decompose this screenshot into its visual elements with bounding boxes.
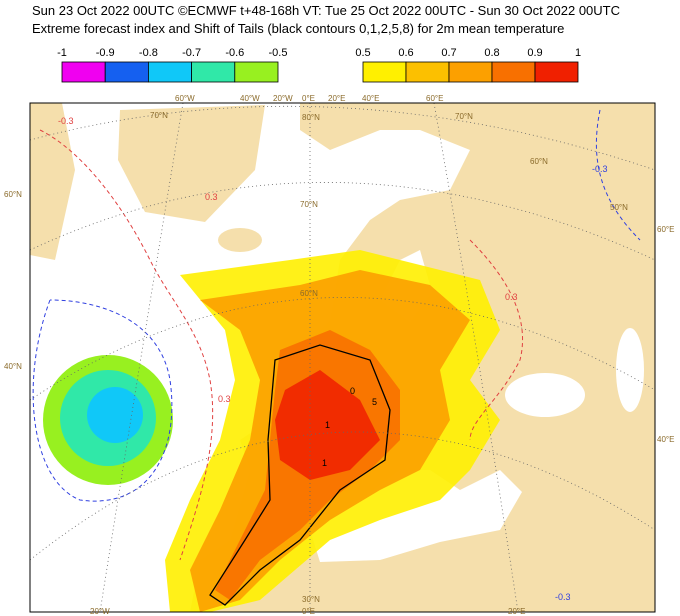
sea: [505, 373, 585, 417]
legend-label: 0.6: [398, 47, 413, 59]
legend-swatch: [448, 61, 493, 83]
legend-swatch: [147, 61, 192, 83]
efi-area: [87, 387, 143, 443]
legend-label: -0.9: [96, 47, 115, 59]
sea: [616, 328, 644, 412]
contour-label: 0.3: [205, 192, 218, 202]
legend-swatch: [534, 61, 579, 83]
lon-label: 60°E: [657, 225, 674, 234]
lon-label: 60°W: [175, 94, 195, 103]
lat-label: 60°N: [4, 190, 22, 199]
legend-label: -0.8: [139, 47, 158, 59]
legend: -1 -0.9 -0.8 -0.7 -0.6 -0.5 0.5 0.6 0.7 0.8 0.9 1: [57, 47, 581, 83]
contour-label: 1: [322, 458, 327, 468]
map: [30, 103, 655, 612]
legend-swatch: [491, 61, 536, 83]
land: [218, 228, 262, 252]
contour-label: 1: [325, 420, 330, 430]
legend-label: -1: [57, 47, 67, 59]
header-line: Sun 23 Oct 2022 00UTC ©ECMWF t+48-168h V…: [32, 3, 620, 18]
contour-label: 0.3: [505, 292, 518, 302]
legend-swatch: [405, 61, 450, 83]
efi-contour: [595, 109, 641, 241]
lat-label: 60°N: [530, 157, 548, 166]
lat-label: 70°N: [455, 112, 473, 121]
legend-label: 1: [575, 47, 581, 59]
legend-label: -0.6: [225, 47, 244, 59]
map-frame: [29, 102, 656, 613]
lon-label: 20°W: [273, 94, 293, 103]
lat-label: 30°N: [302, 595, 320, 604]
contour-label: -0.3: [58, 116, 74, 126]
legend-swatch: [104, 61, 149, 83]
lat-label: 70°N: [150, 111, 168, 120]
lat-label: 60°N: [300, 289, 318, 298]
contour-label: 5: [372, 397, 377, 407]
legend-label: 0.8: [484, 47, 499, 59]
legend-label: -0.7: [182, 47, 201, 59]
legend-swatch: [61, 61, 106, 83]
legend-label: -0.5: [269, 47, 288, 59]
lon-label: 20°E: [508, 607, 525, 616]
lat-label: 40°N: [4, 362, 22, 371]
sot-contour: [209, 344, 391, 606]
efi-area: [275, 370, 380, 480]
lon-label: 0°E: [302, 94, 315, 103]
lon-label: 60°E: [426, 94, 443, 103]
contour-label: 0: [350, 386, 355, 396]
lat-label: 80°N: [302, 113, 320, 122]
contour-label: -0.3: [555, 592, 571, 602]
legend-swatch: [362, 61, 407, 83]
header-line: Extreme forecast index and Shift of Tail…: [32, 21, 564, 36]
lon-label: 20°E: [328, 94, 345, 103]
legend-label: 0.5: [355, 47, 370, 59]
land: [118, 105, 265, 222]
grid-line: [30, 297, 655, 401]
efi-contour: [32, 299, 173, 502]
lat-label: 40°E: [657, 435, 674, 444]
contour-label: 0.3: [218, 394, 231, 404]
legend-swatch: [234, 61, 279, 83]
lon-label: 40°W: [240, 94, 260, 103]
grid-line: [30, 182, 655, 261]
legend-label: 0.7: [441, 47, 456, 59]
legend-swatch: [191, 61, 236, 83]
contour-label: -0.3: [592, 164, 608, 174]
efi-contour: [39, 129, 214, 561]
sea: [310, 470, 522, 562]
lon-label: 20°W: [90, 607, 110, 616]
lon-label: 40°E: [362, 94, 379, 103]
land: [30, 103, 75, 260]
lat-label: 70°N: [300, 200, 318, 209]
efi-contour: [469, 239, 524, 441]
lon-label: 0°E: [302, 607, 315, 616]
legend-label: 0.9: [527, 47, 542, 59]
lat-label: 50°N: [610, 203, 628, 212]
